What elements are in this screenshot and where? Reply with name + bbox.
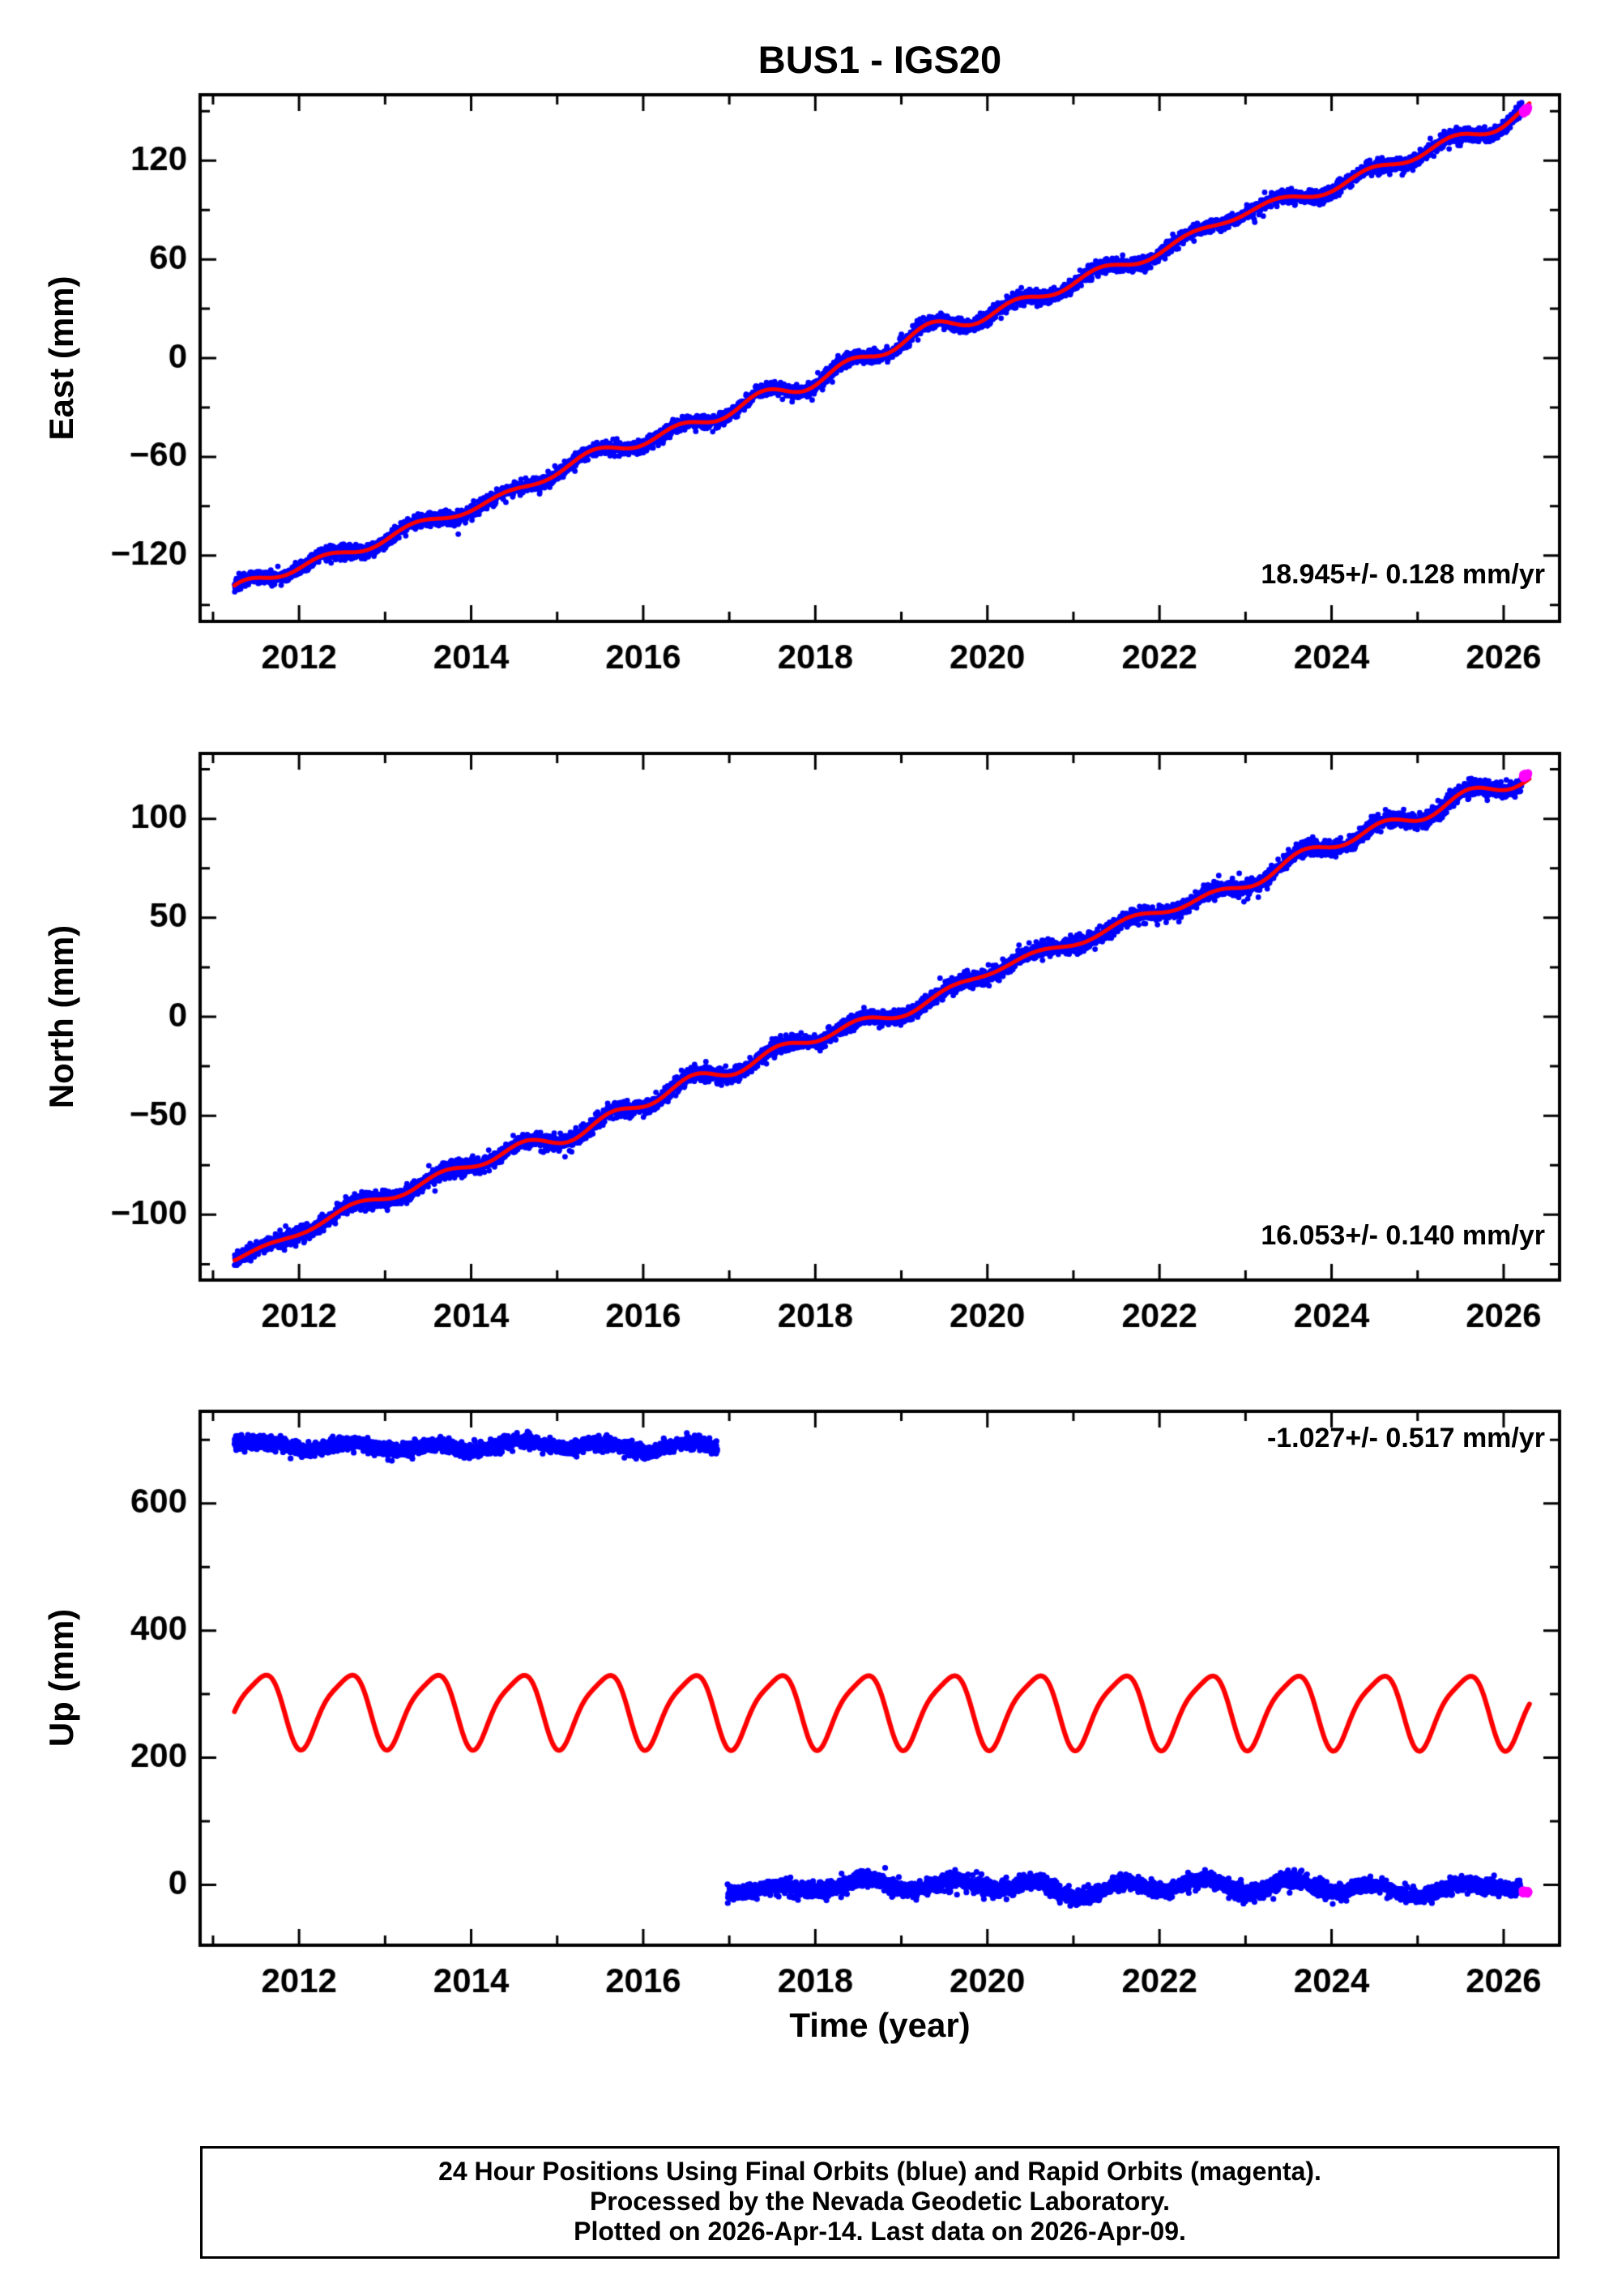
north-rate-annotation: 16.053+/- 0.140 mm/yr: [1261, 1220, 1545, 1251]
page-title: BUS1 - IGS20: [758, 38, 1002, 81]
caption-line-1: 24 Hour Positions Using Final Orbits (bl…: [438, 2157, 1321, 2186]
east-axis-label: East (mm): [42, 275, 80, 441]
caption-box: 24 Hour Positions Using Final Orbits (bl…: [200, 2146, 1560, 2259]
north-axis-label: North (mm): [42, 924, 80, 1109]
time-axis-label: Time (year): [789, 2006, 971, 2044]
east-rate-annotation: 18.945+/- 0.128 mm/yr: [1261, 559, 1545, 590]
caption-line-3: Plotted on 2026-Apr-14. Last data on 202…: [574, 2217, 1186, 2246]
caption-line-2: Processed by the Nevada Geodetic Laborat…: [589, 2187, 1171, 2216]
up-axis-label: Up (mm): [42, 1608, 80, 1748]
up-rate-annotation: -1.027+/- 0.517 mm/yr: [1266, 1423, 1545, 1453]
